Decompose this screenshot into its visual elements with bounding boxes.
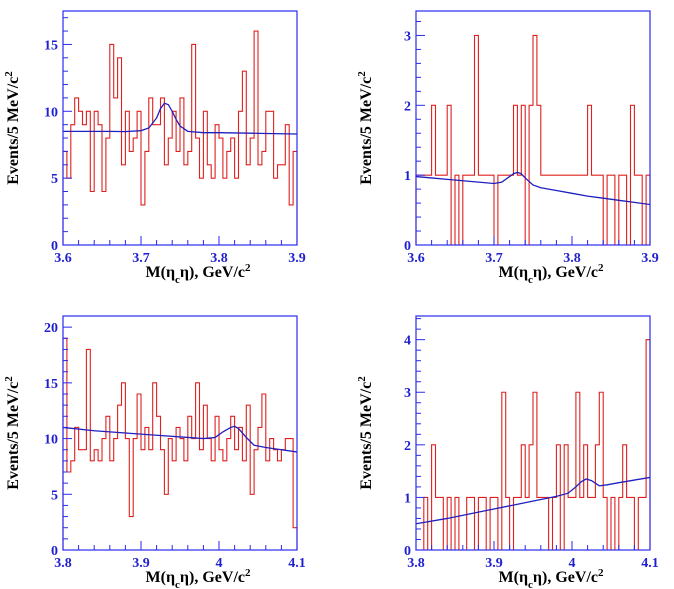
- y-tick-label: 4: [404, 334, 411, 349]
- y-tick-label: 1: [404, 491, 411, 506]
- y-tick-label: 0: [51, 544, 58, 559]
- x-tick-label: 4: [216, 556, 223, 571]
- y-tick-label: 5: [51, 488, 58, 503]
- x-tick-label: 4.1: [641, 556, 659, 571]
- panel-top-right: 3.6 3.7 3.8 3.9 0 1 2 3 M(ηcη), GeV/c2 Events/5 M…: [356, 10, 659, 286]
- x-tick-label: 3.8: [210, 251, 228, 266]
- x-tick-label: 3.9: [288, 251, 306, 266]
- y-tick-label: 1: [404, 169, 411, 184]
- x-tick-label: 3.9: [641, 251, 659, 266]
- y-tick-label: 20: [44, 321, 58, 336]
- plot-frame: [415, 10, 651, 246]
- histogram-series: [62, 30, 298, 245]
- x-tick-label: 3.6: [54, 251, 72, 266]
- panel-bottom-left: 3.8 3.9 4 4.1 0 5 10 15 20 M(ηcη), GeV/c2 Events/5…: [3, 315, 306, 589]
- histogram-series: [62, 337, 298, 550]
- fit-curve: [62, 425, 298, 453]
- histogram-series: [416, 339, 651, 551]
- x-axis-title: M(ηcη), GeV/c2: [499, 567, 604, 589]
- x-tick-label: 4: [569, 556, 576, 571]
- y-axis-title: Events/5 MeV/c2: [356, 71, 375, 185]
- y-axis-title: Events/5 MeV/c2: [3, 376, 22, 490]
- x-tick-label: 3.8: [563, 251, 581, 266]
- x-axis-title: M(ηcη), GeV/c2: [146, 567, 251, 589]
- y-tick-label: 15: [44, 377, 58, 392]
- fit-curve: [415, 476, 651, 525]
- y-tick-label: 2: [404, 439, 411, 454]
- plot-frame: [415, 315, 651, 551]
- x-tick-label: 3.9: [132, 556, 150, 571]
- x-tick-label: 3.8: [407, 556, 425, 571]
- y-tick-label: 3: [404, 29, 411, 44]
- x-tick-label: 4.1: [288, 556, 306, 571]
- y-tick-label: 15: [44, 38, 58, 53]
- x-tick-label: 3.6: [407, 251, 425, 266]
- plot-frame: [62, 315, 298, 551]
- y-axis-title: Events/5 MeV/c2: [356, 376, 375, 490]
- y-tick-label: 0: [404, 544, 411, 559]
- y-axis-title: Events/5 MeV/c2: [3, 71, 22, 185]
- plot-frame: [62, 10, 298, 246]
- panel-top-left: 3.6 3.7 3.8 3.9 0 5 10 15 M(ηcη), GeV/c2 Events/5…: [3, 10, 306, 286]
- fit-curve: [415, 171, 651, 206]
- x-tick-label: 3.8: [54, 556, 72, 571]
- y-tick-label: 0: [51, 239, 58, 254]
- y-tick-label: 2: [404, 99, 411, 114]
- fit-curve: [63, 102, 298, 135]
- histogram-series: [415, 34, 651, 246]
- y-tick-label: 10: [44, 433, 58, 448]
- x-tick-label: 3.9: [485, 556, 503, 571]
- y-tick-label: 3: [404, 386, 411, 401]
- x-axis-title: M(ηcη), GeV/c2: [146, 262, 251, 286]
- y-tick-label: 5: [51, 172, 58, 187]
- y-tick-label: 0: [404, 239, 411, 254]
- x-axis-title: M(ηcη), GeV/c2: [499, 262, 604, 286]
- x-tick-label: 3.7: [132, 251, 150, 266]
- y-tick-label: 10: [44, 105, 58, 120]
- x-tick-label: 3.7: [485, 251, 503, 266]
